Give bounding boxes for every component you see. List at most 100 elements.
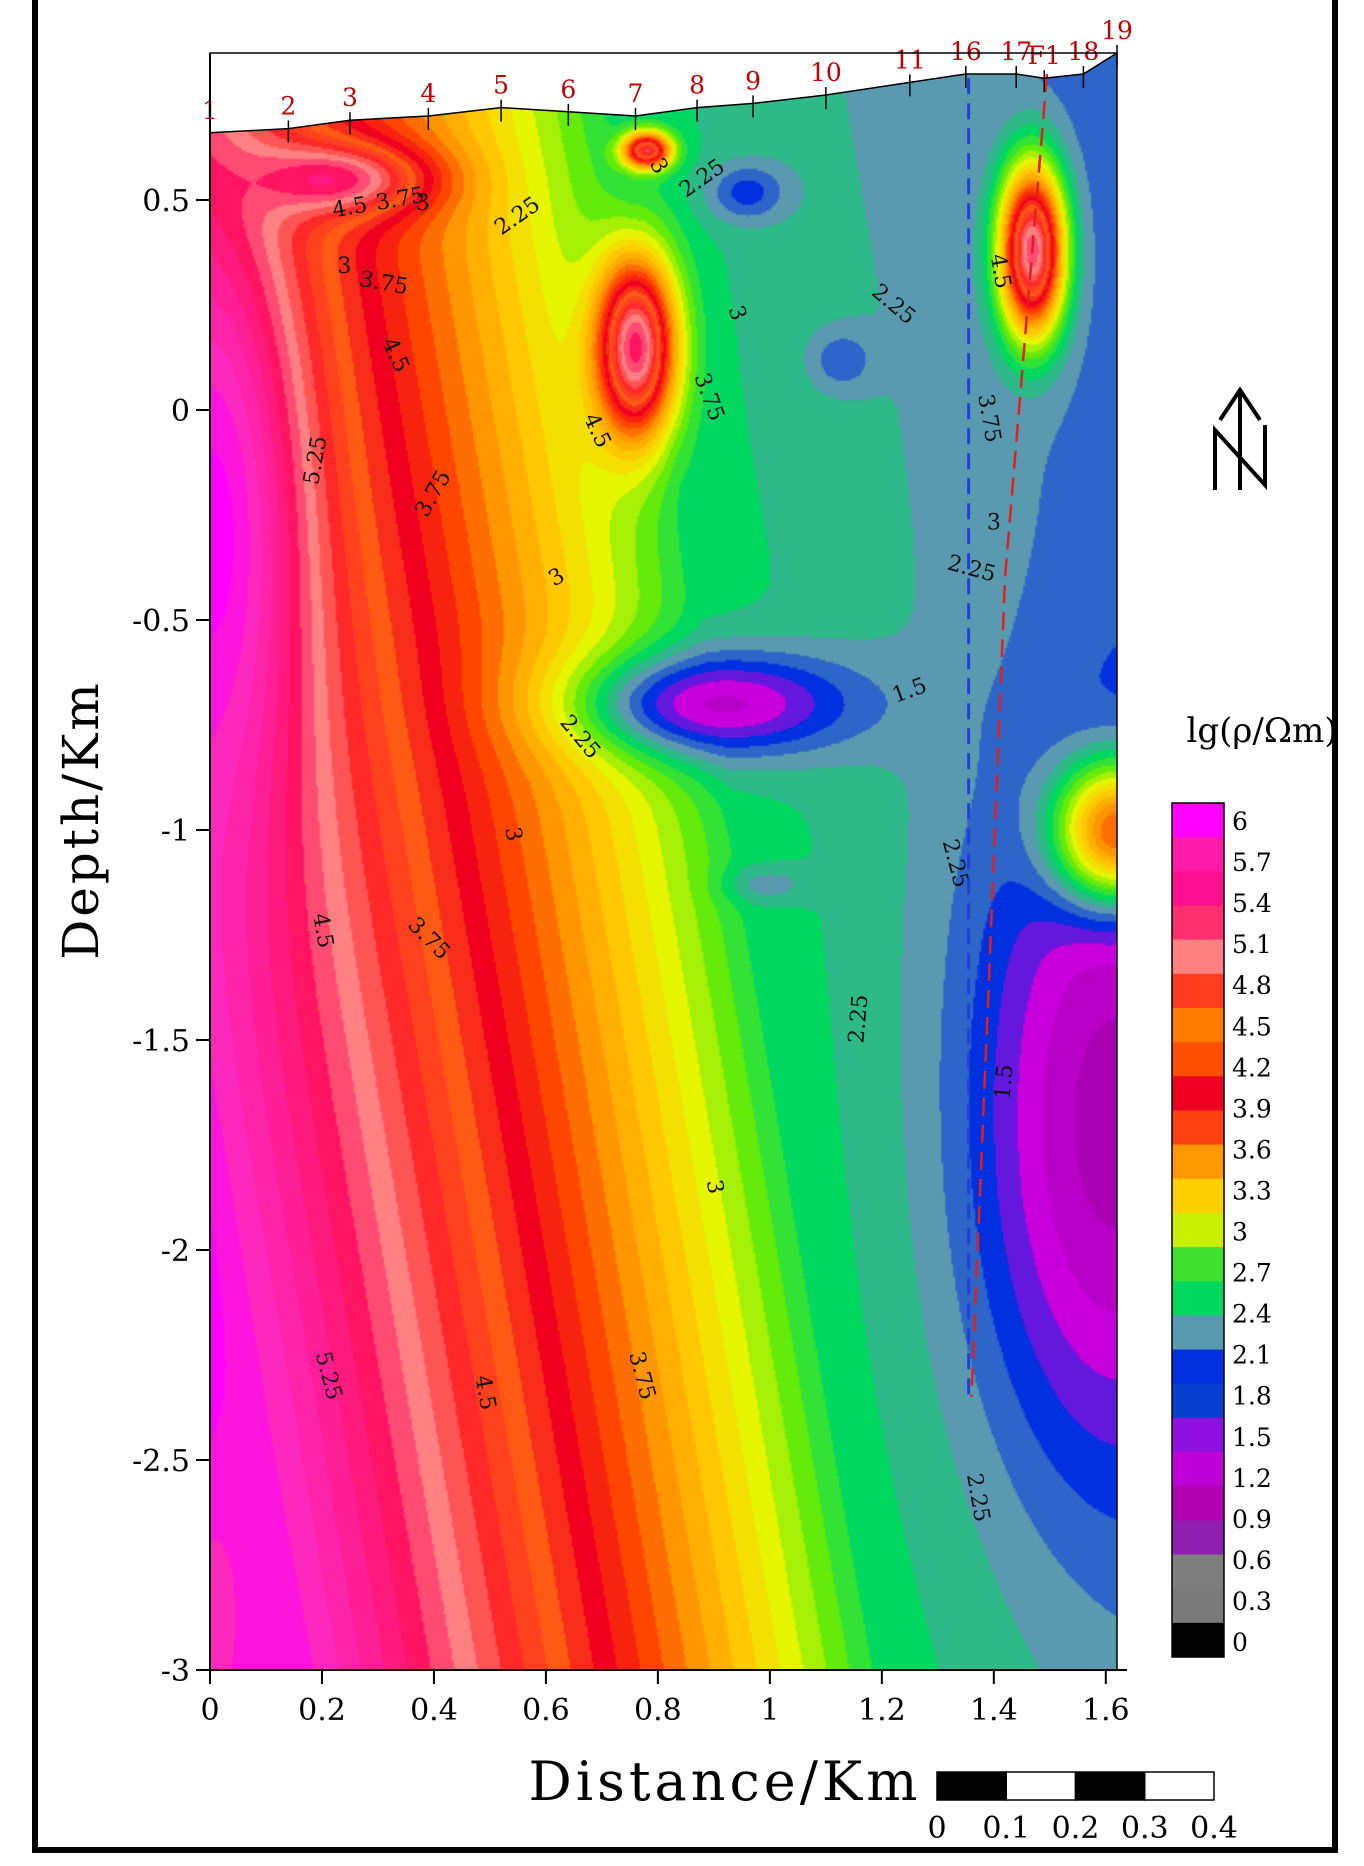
colorbar-label: 2.7 xyxy=(1232,1259,1272,1288)
colorbar-swatch xyxy=(1172,1520,1224,1556)
colorbar-label: 5.1 xyxy=(1232,930,1272,959)
x-axis: 0 0.2 0.4 0.6 0.8 1 1.2 1.4 1.6 xyxy=(200,1669,1130,1728)
contour-label: 4.5 xyxy=(330,193,369,224)
y-tick-label: -0.5 xyxy=(132,604,190,639)
colorbar-swatch xyxy=(1172,1110,1224,1146)
scale-bar-label: 0 xyxy=(927,1811,946,1846)
colorbar-label: 3.3 xyxy=(1232,1176,1272,1205)
y-tick-label: -1.5 xyxy=(132,1024,190,1059)
x-tick-label: 1.6 xyxy=(1082,1693,1130,1728)
station-label: 9 xyxy=(745,66,761,95)
fault-line-f1 xyxy=(970,73,1049,1398)
station-label: 17 xyxy=(1000,37,1032,66)
scale-bar-segment xyxy=(936,1771,1007,1801)
colorbar-swatch xyxy=(1172,1007,1224,1043)
colorbar: 6 5.7 5.4 5.1 4.8 4.5 4.2 3.9 3.6 3.3 3 2.7 2.4 2.1 1.… xyxy=(1171,802,1272,1658)
colorbar-swatch xyxy=(1172,871,1224,906)
station-label: F1 xyxy=(1028,41,1061,70)
colorbar-label: 4.2 xyxy=(1232,1053,1272,1082)
colorbar-label: 2.1 xyxy=(1232,1341,1272,1370)
colorbar-label: 3.6 xyxy=(1232,1135,1272,1164)
x-tick-label: 0.2 xyxy=(298,1693,346,1728)
colorbar-swatch xyxy=(1172,1315,1224,1351)
x-tick-label: 0.6 xyxy=(522,1693,570,1728)
scale-bar-label: 0.3 xyxy=(1121,1811,1169,1846)
contour-label: 3 xyxy=(416,191,430,216)
topography-line xyxy=(209,52,1118,134)
y-axis-title: Depth/Km xyxy=(52,680,110,960)
x-tick-label: 0 xyxy=(200,1693,219,1728)
station-label: 4 xyxy=(420,79,436,108)
colorbar-label: 2.4 xyxy=(1232,1300,1272,1329)
colorbar-label: 0.3 xyxy=(1232,1587,1272,1616)
colorbar-label: 5.7 xyxy=(1232,848,1272,877)
colorbar-label: 4.5 xyxy=(1232,1012,1272,1041)
contour-label: 3 xyxy=(499,825,526,843)
station-label: 5 xyxy=(493,71,509,100)
colorbar-swatch xyxy=(1172,803,1224,838)
colorbar-title: lg(ρ/Ωm) xyxy=(1186,711,1337,751)
colorbar-swatch xyxy=(1172,1144,1224,1180)
colorbar-swatch xyxy=(1172,905,1224,941)
colorbar-label: 1.2 xyxy=(1232,1464,1272,1493)
scale-bar-label: 0.2 xyxy=(1052,1811,1100,1846)
north-arrow-icon xyxy=(1213,386,1267,491)
y-tick-label: -3 xyxy=(161,1654,190,1689)
x-axis-title: Distance/Km xyxy=(529,1750,922,1813)
scale-bar-label: 0.4 xyxy=(1190,1811,1238,1846)
colorbar-label: 0 xyxy=(1232,1628,1248,1657)
colorbar-swatch xyxy=(1172,1452,1224,1487)
station-label: 2 xyxy=(280,92,296,121)
scale-bar-label: 0.1 xyxy=(982,1811,1030,1846)
colorbar-swatch xyxy=(1172,1622,1224,1658)
station-label: 8 xyxy=(689,71,705,100)
x-tick-label: 0.8 xyxy=(634,1693,682,1728)
scale-bar: 0 0.1 0.2 0.3 0.4 xyxy=(927,1771,1238,1846)
colorbar-label: 3 xyxy=(1232,1218,1248,1247)
colorbar-swatch xyxy=(1172,1178,1224,1214)
contour-label: 3 xyxy=(987,510,1001,535)
colorbar-swatch xyxy=(1172,1042,1224,1077)
colorbar-swatch xyxy=(1172,939,1224,975)
x-tick-label: 0.4 xyxy=(410,1693,458,1728)
colorbar-label: 0.9 xyxy=(1232,1505,1272,1534)
station-markers: 12345678910111617F11819 xyxy=(202,16,1133,147)
x-tick-label: 1.2 xyxy=(858,1693,906,1728)
colorbar-swatch xyxy=(1172,1417,1224,1453)
contour-label: 4.5 xyxy=(469,1373,500,1412)
colorbar-swatch xyxy=(1172,837,1224,872)
contour-label: 4.5 xyxy=(307,911,338,950)
contour-label: 1.5 xyxy=(991,1063,1019,1100)
surface-mask xyxy=(210,43,1117,133)
colorbar-swatch xyxy=(1172,1554,1224,1590)
station-label: 10 xyxy=(810,58,842,87)
colorbar-label: 1.8 xyxy=(1232,1382,1272,1411)
resistivity-heatmap xyxy=(210,53,1117,1670)
y-axis: 0.5 0 -0.5 -1 -1.5 -2 -2.5 -3 xyxy=(132,53,211,1689)
y-tick-label: 0.5 xyxy=(142,184,190,219)
contour-label: 4.5 xyxy=(985,252,1016,291)
colorbar-label: 5.4 xyxy=(1232,889,1272,918)
station-label: 18 xyxy=(1068,37,1100,66)
colorbar-swatch xyxy=(1172,1349,1224,1385)
colorbar-label: 6 xyxy=(1232,807,1248,836)
x-tick-label: 1 xyxy=(760,1693,779,1728)
y-tick-label: -2 xyxy=(161,1234,190,1269)
colorbar-label: 3.9 xyxy=(1232,1094,1272,1123)
colorbar-swatch xyxy=(1172,1212,1224,1248)
contour-label: 3 xyxy=(701,1178,728,1196)
colorbar-label: 0.6 xyxy=(1232,1546,1272,1575)
colorbar-swatch xyxy=(1172,1383,1224,1419)
figure-frame xyxy=(32,0,1338,1853)
x-tick-label: 1.4 xyxy=(970,1693,1018,1728)
scale-bar-segment xyxy=(1074,1771,1146,1801)
station-label: 7 xyxy=(628,79,644,108)
station-label: 16 xyxy=(950,37,982,66)
station-label: 6 xyxy=(560,75,576,104)
colorbar-swatch xyxy=(1172,1247,1224,1282)
colorbar-swatch xyxy=(1172,1486,1224,1521)
colorbar-label: 4.8 xyxy=(1232,971,1272,1000)
y-tick-label: -2.5 xyxy=(132,1444,190,1479)
contour-label: 2.25 xyxy=(844,993,873,1044)
